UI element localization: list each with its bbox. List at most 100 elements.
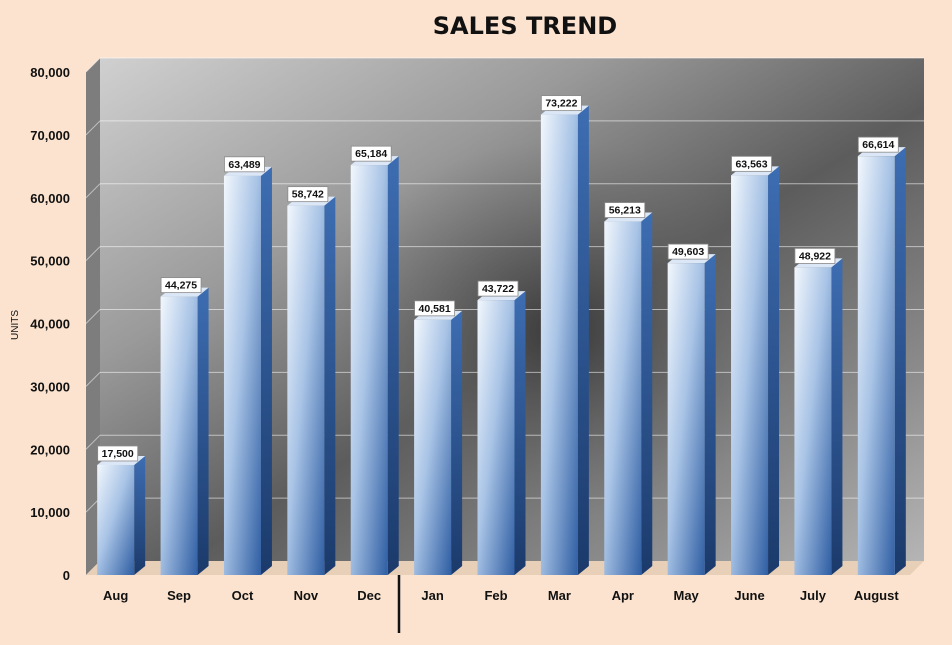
- bar-side: [577, 105, 589, 576]
- data-label-box: [287, 186, 329, 203]
- data-label-box: [160, 277, 202, 294]
- x-tick-label: Oct: [232, 588, 254, 603]
- bar: [350, 156, 399, 576]
- gridline-side: [85, 183, 101, 199]
- bar-side: [831, 258, 843, 575]
- y-tick-label: 20,000: [30, 442, 70, 457]
- bar-side: [324, 196, 336, 575]
- bar-side: [260, 166, 272, 575]
- x-tick-label: Dec: [357, 588, 381, 603]
- data-label-box: [731, 155, 772, 172]
- bar: [477, 291, 526, 575]
- y-tick-label: 60,000: [30, 191, 70, 206]
- bars: [97, 105, 906, 576]
- data-label: 48,922: [799, 250, 831, 262]
- bar-side: [894, 147, 906, 575]
- y-tick-label: 50,000: [30, 254, 70, 269]
- bar-front: [350, 165, 388, 576]
- data-label: 63,563: [735, 158, 767, 170]
- bar-front: [731, 175, 769, 575]
- data-label: 17,500: [102, 448, 134, 460]
- gridline-side: [85, 246, 101, 261]
- data-label-box: [97, 445, 139, 462]
- gridline-side: [85, 57, 101, 73]
- bar-front: [794, 267, 832, 575]
- y-axis-ticks: 0 10,000 20,000 30,000 40,000 50,000 60,000 70,…: [30, 65, 70, 583]
- bar-side: [514, 291, 526, 575]
- bar-front: [540, 114, 578, 576]
- y-tick-label: 40,000: [30, 317, 70, 332]
- data-label-box: [224, 156, 265, 173]
- bar-front: [223, 175, 261, 575]
- bar-front: [604, 221, 642, 575]
- data-label-box: [604, 202, 646, 218]
- data-label: 73,222: [545, 98, 577, 110]
- chart-title: SALES TREND: [433, 12, 617, 40]
- data-label-box: [667, 243, 709, 260]
- gridline-side: [85, 309, 101, 324]
- bar: [604, 212, 653, 575]
- data-label: 58,742: [292, 189, 324, 201]
- data-label: 65,184: [355, 148, 387, 160]
- data-label-box: [794, 248, 836, 264]
- gridline-side: [85, 372, 101, 387]
- data-label: 66,614: [862, 139, 894, 151]
- y-tick-label: 10,000: [30, 505, 70, 520]
- data-label-box: [477, 280, 519, 297]
- bar: [97, 455, 146, 575]
- gridline-side: [85, 434, 101, 450]
- x-tick-label: July: [800, 588, 827, 603]
- data-labels: 17,500 44,275 63,489 58,742 65,184 40,581 43,7…: [97, 95, 899, 462]
- bar: [731, 166, 780, 575]
- bar-side: [641, 212, 653, 575]
- bar-front: [414, 319, 452, 575]
- y-tick-label: 80,000: [30, 65, 70, 80]
- bar-side: [387, 156, 399, 576]
- bar: [160, 287, 209, 575]
- bar: [414, 310, 463, 575]
- data-label-box: [540, 95, 582, 112]
- bar: [540, 105, 589, 576]
- bar: [223, 166, 272, 575]
- data-label: 49,603: [672, 246, 704, 258]
- gridline-side: [85, 120, 101, 136]
- bar-front: [160, 296, 198, 575]
- bar-front: [97, 464, 135, 575]
- bar-front: [477, 300, 515, 575]
- data-label: 44,275: [165, 280, 197, 292]
- x-tick-label: Feb: [484, 588, 507, 603]
- data-label: 40,581: [419, 303, 451, 315]
- bar-front: [667, 263, 705, 575]
- y-tick-label: 30,000: [30, 379, 70, 394]
- data-label-box: [350, 145, 392, 162]
- bar-side: [134, 455, 146, 575]
- bar: [287, 196, 336, 575]
- bar-front: [287, 205, 325, 575]
- data-label: 63,489: [228, 159, 260, 171]
- bar: [794, 258, 843, 575]
- bar: [667, 254, 716, 575]
- data-label: 43,722: [482, 283, 514, 295]
- x-tick-label: Sep: [167, 588, 191, 603]
- x-tick-label: Jan: [421, 588, 443, 603]
- bar-side: [451, 310, 463, 575]
- data-label: 56,213: [609, 205, 641, 217]
- x-tick-label: June: [734, 588, 764, 603]
- x-tick-label: Mar: [548, 588, 571, 603]
- bar-front: [857, 156, 895, 575]
- data-label-box: [857, 136, 899, 153]
- bar-side: [704, 254, 716, 575]
- bar: [857, 147, 906, 575]
- x-tick-label: Nov: [294, 588, 319, 603]
- bar-side: [768, 166, 780, 575]
- data-label-box: [414, 300, 456, 317]
- bar-side: [197, 287, 209, 575]
- y-axis-label: UNITS: [10, 310, 21, 340]
- y-tick-label: 70,000: [30, 128, 70, 143]
- y-tick-label: 0: [63, 568, 70, 583]
- x-axis-categories: Aug Sep Oct Nov Dec Jan Feb Mar Apr May June July Au…: [103, 588, 899, 603]
- x-tick-label: Apr: [612, 588, 634, 603]
- x-tick-label: August: [854, 588, 899, 603]
